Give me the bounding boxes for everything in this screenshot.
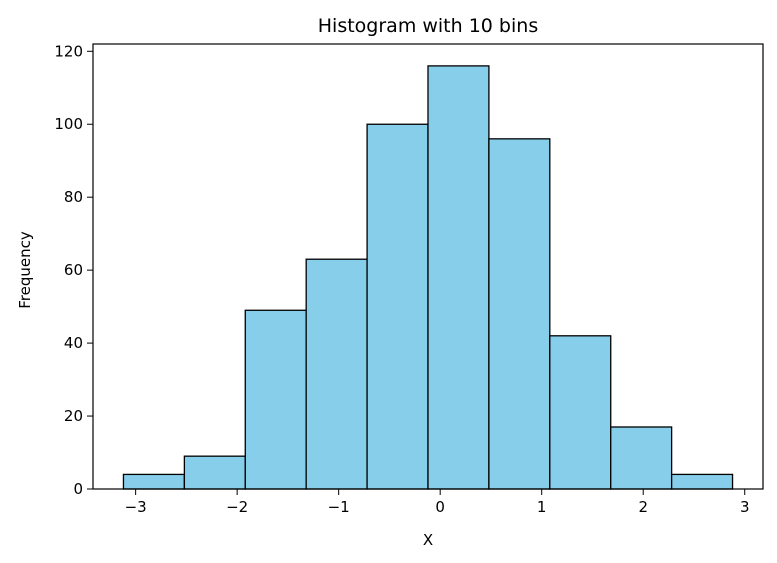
bars-group	[122, 65, 734, 490]
histogram-bar	[122, 473, 186, 490]
y-tick-label: 40	[64, 334, 83, 352]
x-tick-label: −2	[226, 498, 248, 516]
y-tick-label: 80	[64, 188, 83, 206]
plot-frame	[92, 43, 764, 490]
histogram-bar	[610, 426, 673, 490]
histogram-bar	[670, 473, 734, 490]
x-axis-ticks: −3 −2 −1 0 1 2 3	[125, 489, 750, 516]
y-tick-label: 120	[54, 42, 83, 60]
x-axis-label: X	[423, 531, 433, 549]
y-tick-label: 0	[73, 480, 83, 498]
x-tick-label: 0	[435, 498, 445, 516]
y-tick-label: 60	[64, 261, 83, 279]
y-axis-label: Frequency	[16, 231, 34, 309]
histogram-bar	[366, 123, 429, 490]
x-tick-label: 2	[638, 498, 648, 516]
histogram-bar	[183, 455, 246, 490]
histogram-bar	[244, 309, 307, 490]
x-tick-label: 3	[740, 498, 750, 516]
histogram-bar	[549, 335, 612, 490]
chart-title: Histogram with 10 bins	[318, 15, 538, 37]
histogram-bar	[427, 65, 490, 490]
x-tick-label: −3	[125, 498, 147, 516]
y-axis-ticks: 0 20 40 60 80 100 120	[54, 42, 93, 498]
y-tick-label: 20	[64, 407, 83, 425]
y-tick-label: 100	[54, 115, 83, 133]
histogram-bar	[488, 138, 551, 490]
x-tick-label: 1	[537, 498, 547, 516]
x-tick-label: −1	[328, 498, 350, 516]
histogram-bar	[305, 258, 368, 490]
